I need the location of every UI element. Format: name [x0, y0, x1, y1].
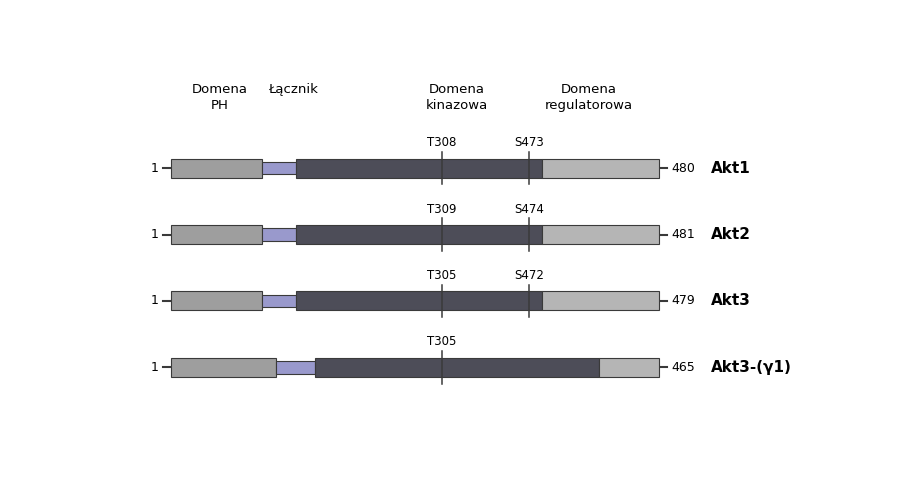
Text: S473: S473 — [515, 137, 544, 149]
Bar — [262, 228, 295, 241]
Text: Akt3: Akt3 — [711, 294, 751, 308]
Bar — [295, 159, 542, 178]
Bar — [542, 291, 658, 310]
Bar — [172, 358, 276, 377]
Text: 1: 1 — [151, 361, 159, 374]
Bar — [172, 159, 262, 178]
Bar — [172, 291, 262, 310]
Text: Akt1: Akt1 — [711, 160, 751, 176]
Bar — [295, 225, 542, 244]
Text: T309: T309 — [427, 203, 456, 216]
Text: 1: 1 — [151, 295, 159, 308]
Text: 465: 465 — [671, 361, 695, 374]
Text: Łącznik: Łącznik — [269, 83, 318, 96]
Text: 479: 479 — [671, 295, 695, 308]
Bar — [276, 361, 315, 374]
Text: Akt3-(γ1): Akt3-(γ1) — [711, 360, 792, 375]
Bar — [542, 159, 658, 178]
Text: S472: S472 — [515, 269, 544, 282]
Bar — [542, 225, 658, 244]
Text: Domena
regulatorowa: Domena regulatorowa — [545, 83, 633, 112]
Bar — [172, 225, 262, 244]
Bar — [295, 291, 542, 310]
Text: 480: 480 — [671, 161, 695, 175]
Text: 1: 1 — [151, 228, 159, 241]
Bar — [599, 358, 658, 377]
Text: 1: 1 — [151, 161, 159, 175]
Text: S474: S474 — [515, 203, 544, 216]
Text: T305: T305 — [427, 335, 456, 349]
Bar — [262, 162, 295, 174]
Text: T305: T305 — [427, 269, 456, 282]
Text: 481: 481 — [671, 228, 695, 241]
Bar — [315, 358, 599, 377]
Bar — [262, 295, 295, 307]
Text: T308: T308 — [427, 137, 456, 149]
Text: Akt2: Akt2 — [711, 227, 751, 242]
Text: Domena
kinazowa: Domena kinazowa — [426, 83, 488, 112]
Text: Domena
PH: Domena PH — [192, 83, 248, 112]
